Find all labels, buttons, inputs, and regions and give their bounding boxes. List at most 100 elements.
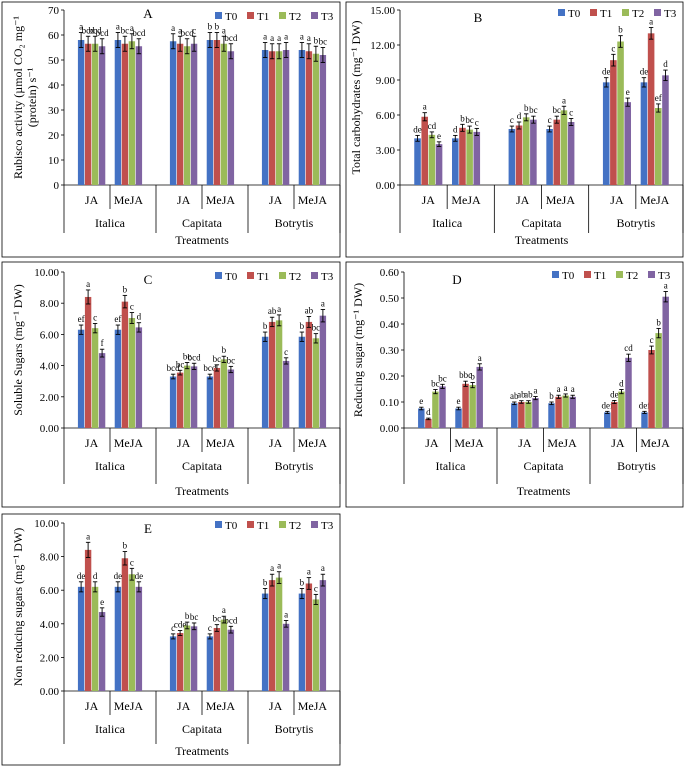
- bar-T1: [421, 116, 428, 185]
- y-tick-label: 70: [48, 5, 60, 17]
- panel-border: [345, 261, 684, 508]
- bar-T3: [473, 131, 481, 185]
- significance-letter: de: [602, 67, 611, 77]
- legend-label: T0: [225, 11, 238, 23]
- significance-letter: de: [114, 571, 123, 581]
- hormone-label: MeJA: [547, 436, 577, 450]
- bar-T0: [455, 408, 462, 428]
- significance-letter: e: [626, 87, 630, 97]
- significance-letter: bbc: [459, 370, 472, 380]
- significance-letter: d: [517, 111, 522, 121]
- bar-T2: [312, 599, 320, 691]
- significance-letter: de: [135, 571, 144, 581]
- significance-letter: b: [185, 611, 190, 621]
- panel-label: B: [474, 10, 483, 25]
- significance-letter: bc: [190, 612, 199, 622]
- significance-letter: b: [524, 103, 529, 113]
- bar-T1: [121, 43, 129, 185]
- significance-letter: a: [263, 32, 267, 42]
- bar-T3: [439, 386, 446, 428]
- y-axis-title: Total carbohydrates (mg⁻¹ DW): [349, 20, 363, 174]
- hormone-label: JA: [269, 436, 283, 450]
- bar-T1: [176, 633, 184, 691]
- significance-letter: b: [470, 372, 475, 382]
- bar-T2: [220, 359, 228, 428]
- significance-letter: bc: [553, 105, 562, 115]
- x-axis-title: Treatments: [175, 744, 229, 758]
- significance-letter: a: [277, 561, 281, 571]
- hormone-label: MeJA: [640, 193, 670, 207]
- bar-T1: [518, 402, 525, 428]
- variety-label: Botrytis: [275, 722, 314, 736]
- bar-T1: [459, 127, 466, 185]
- bar-T2: [128, 574, 136, 691]
- bar-T3: [190, 626, 198, 691]
- panel-E: 0.002.004.006.008.0010.00deadeJAdebcdeMe…: [1, 513, 341, 766]
- bar-T0: [548, 403, 555, 428]
- bar-T3: [135, 586, 143, 691]
- significance-letter: def: [602, 400, 614, 410]
- legend-swatch: [584, 271, 591, 278]
- legend-swatch: [279, 272, 286, 279]
- hormone-label: JA: [516, 193, 530, 207]
- y-tick-label: 0.10: [380, 397, 400, 409]
- hormone-label: JA: [610, 193, 624, 207]
- panel-border: [1, 513, 341, 766]
- y-tick-label: 8.00: [40, 552, 60, 564]
- y-tick-label: 10.00: [34, 267, 59, 279]
- significance-letter: c: [510, 115, 514, 125]
- y-tick-label: 30: [48, 105, 60, 117]
- significance-letter: bcd: [89, 25, 102, 35]
- bar-T0: [511, 403, 518, 428]
- bar-T0: [114, 329, 122, 428]
- significance-letter: c: [475, 117, 479, 127]
- significance-letter: de: [610, 389, 619, 399]
- bar-T3: [625, 357, 632, 428]
- bar-T1: [553, 119, 561, 185]
- y-tick-label: 4.00: [40, 361, 60, 373]
- hormone-label: MeJA: [451, 193, 481, 207]
- bar-T3: [662, 296, 669, 428]
- bar-T1: [515, 125, 523, 185]
- bar-T3: [98, 612, 106, 691]
- bar-T0: [169, 636, 177, 691]
- bar-T1: [84, 43, 92, 185]
- significance-letter: b: [263, 321, 268, 331]
- bar-T3: [532, 398, 539, 428]
- bar-T0: [169, 41, 177, 185]
- hormone-label: MeJA: [114, 193, 144, 207]
- y-tick-label: 6.00: [40, 329, 60, 341]
- significance-letter: a: [86, 279, 90, 289]
- significance-letter: cd: [624, 343, 633, 353]
- hormone-label: JA: [269, 699, 283, 713]
- y-axis-title: Soluble Sugars (mg⁻¹ DW): [11, 284, 25, 416]
- y-axis-title: Reducing sugar (mg⁻¹ DW): [351, 283, 365, 417]
- y-tick-label: 0.00: [40, 686, 60, 698]
- x-axis-title: Treatments: [515, 233, 569, 247]
- bar-T2: [618, 391, 625, 428]
- variety-label: Botrytis: [616, 216, 655, 230]
- bar-T1: [305, 583, 313, 691]
- panel-border: [1, 1, 341, 258]
- y-tick-label: 0.30: [380, 345, 400, 357]
- legend-swatch: [590, 9, 597, 16]
- significance-letter: b: [314, 35, 319, 45]
- y-tick-label: 2.00: [40, 392, 60, 404]
- significance-letter: c: [569, 108, 573, 118]
- bar-T0: [77, 586, 85, 691]
- bar-T2: [128, 41, 136, 185]
- y-tick-label: 9.00: [376, 75, 396, 87]
- significance-letter: ab: [268, 306, 277, 316]
- significance-letter: e: [100, 597, 104, 607]
- legend-label: T0: [225, 271, 238, 283]
- significance-letter: c: [130, 302, 134, 312]
- significance-letter: de: [413, 124, 422, 134]
- y-tick-label: 12.00: [370, 40, 395, 52]
- y-tick-label: 0.00: [380, 423, 400, 435]
- significance-letter: a: [116, 22, 120, 32]
- variety-label: Italica: [436, 459, 467, 473]
- bar-T0: [414, 138, 421, 185]
- variety-label: Botrytis: [275, 459, 314, 473]
